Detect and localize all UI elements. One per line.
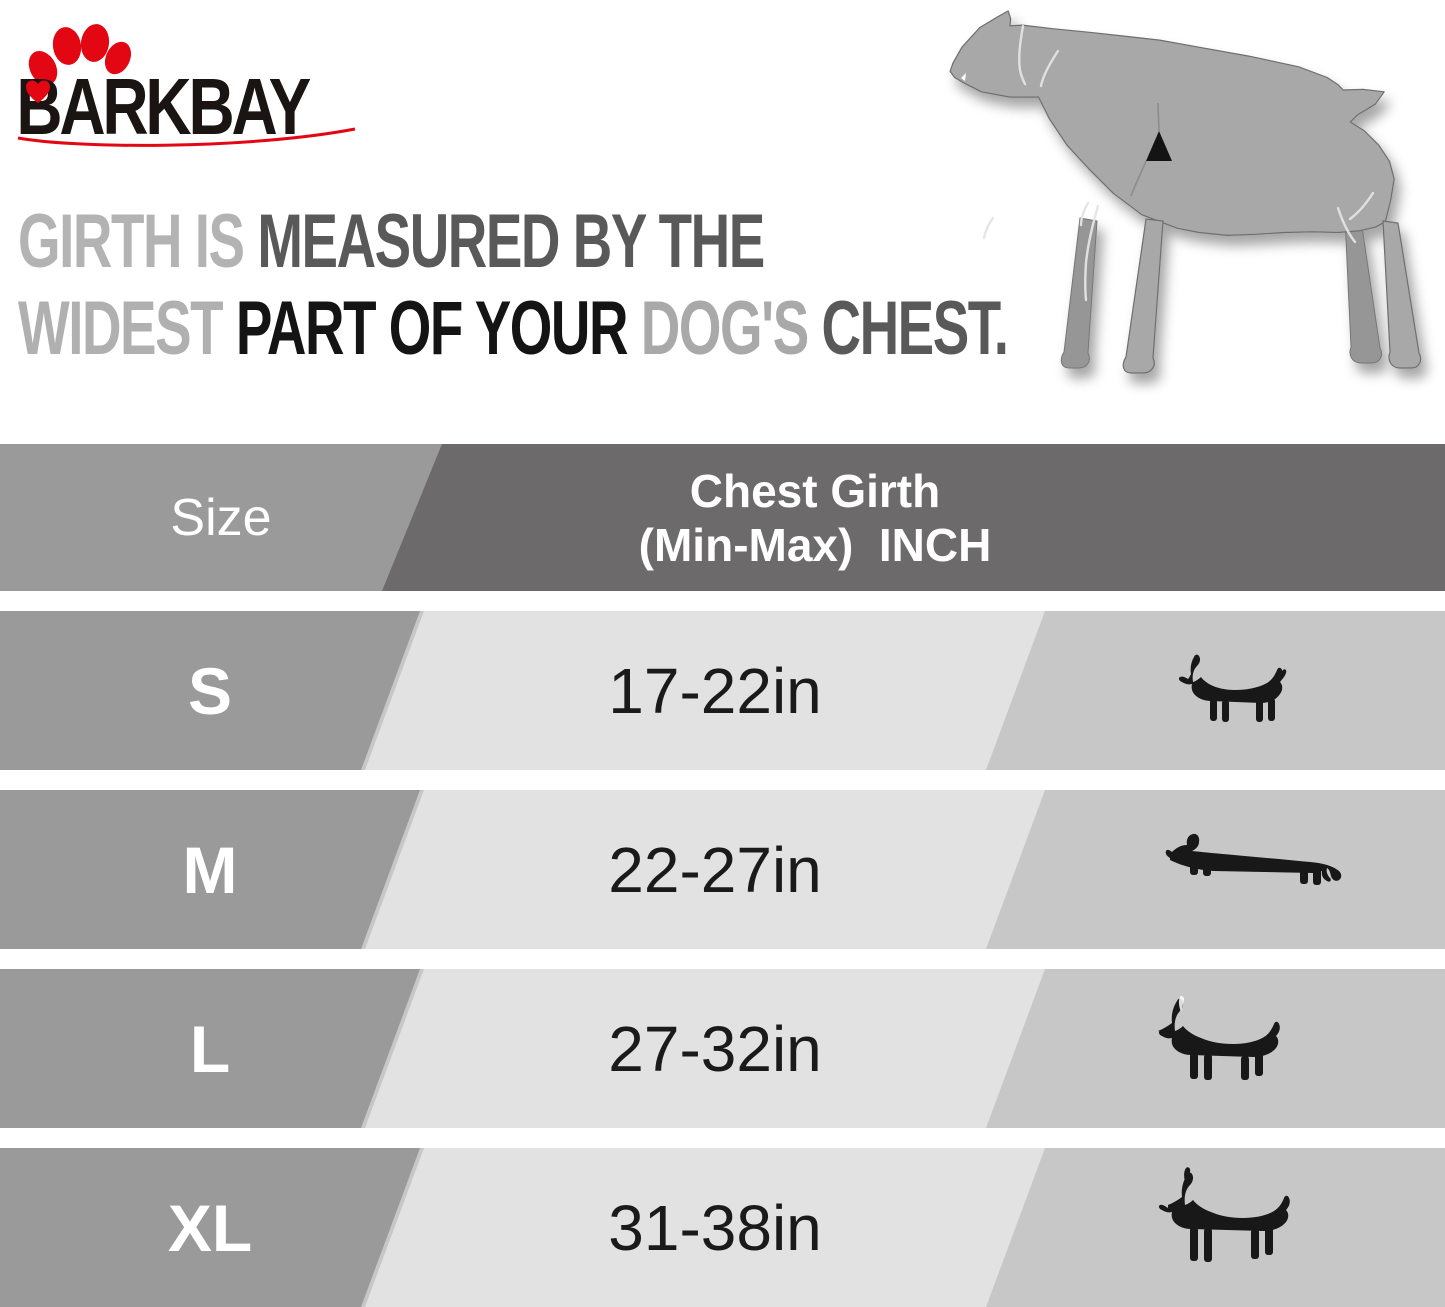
svg-text:BARKBAY: BARKBAY [16,62,311,151]
